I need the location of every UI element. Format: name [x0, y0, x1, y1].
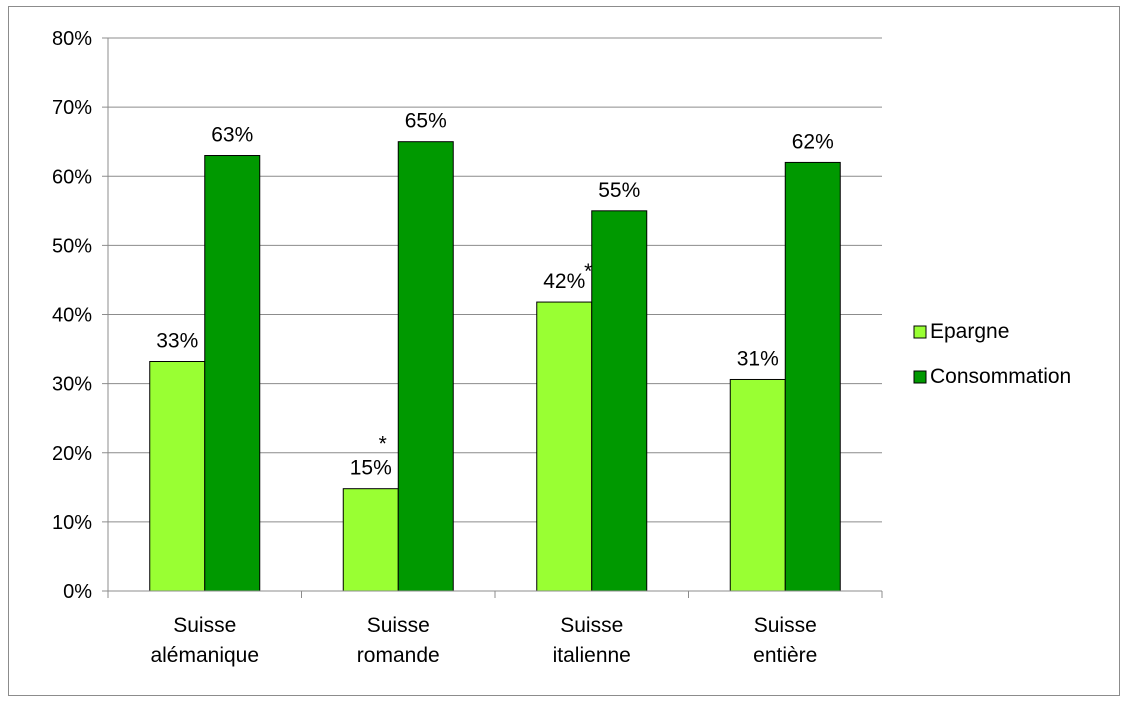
- bar-epargne-3: [729, 378, 786, 592]
- data-label-epargne-3: 31%: [737, 347, 779, 370]
- bar-consommation-1: [397, 141, 454, 592]
- data-label-consommation-1: 65%: [405, 110, 447, 133]
- category-label: Suisse: [173, 614, 236, 637]
- bar-epargne-2: [536, 301, 593, 592]
- y-axis-ticks: 0% 10% 20% 30% 40% 50% 60% 70% 80%: [52, 28, 92, 603]
- data-labels: 33%63%15%*65%42%*55%31%62%: [156, 110, 834, 480]
- data-label-epargne-0: 33%: [156, 330, 198, 353]
- bar-epargne-1: [342, 488, 399, 592]
- data-label-epargne-1: 15%: [350, 457, 392, 480]
- legend-label-epargne: Epargne: [930, 320, 1009, 343]
- significance-marker: *: [379, 433, 387, 456]
- bar-epargne-0: [149, 361, 206, 592]
- y-tick-label: 20%: [52, 443, 92, 465]
- data-label-epargne-2: 42%: [543, 270, 585, 293]
- axes: [102, 37, 883, 598]
- bar-consommation-3: [784, 161, 841, 592]
- category-label: entière: [753, 644, 817, 667]
- x-axis-categories: Suisse alémanique Suisse romande Suisse itali…: [150, 614, 817, 667]
- y-tick-label: 60%: [52, 166, 92, 188]
- legend: Epargne Consommation: [913, 320, 1071, 388]
- category-label: italienne: [553, 644, 631, 667]
- y-tick-label: 10%: [52, 512, 92, 534]
- data-label-consommation-3: 62%: [792, 130, 834, 153]
- y-tick-label: 0%: [63, 581, 92, 603]
- y-tick-label: 50%: [52, 235, 92, 257]
- bar-consommation-0: [204, 155, 261, 592]
- data-label-consommation-2: 55%: [598, 179, 640, 202]
- legend-swatch-epargne: [913, 325, 927, 339]
- y-tick-label: 70%: [52, 97, 92, 119]
- legend-label-consommation: Consommation: [930, 365, 1071, 388]
- y-tick-label: 40%: [52, 305, 92, 327]
- data-label-consommation-0: 63%: [211, 124, 253, 147]
- category-label: Suisse: [367, 614, 430, 637]
- bars: [149, 141, 841, 592]
- category-label: romande: [357, 644, 440, 667]
- y-tick-label: 80%: [52, 28, 92, 50]
- category-label: Suisse: [754, 614, 817, 637]
- significance-marker: *: [584, 260, 592, 283]
- bar-consommation-2: [591, 210, 648, 592]
- category-label: alémanique: [150, 644, 259, 667]
- legend-swatch-consommation: [913, 370, 927, 384]
- y-tick-label: 30%: [52, 374, 92, 396]
- category-label: Suisse: [560, 614, 623, 637]
